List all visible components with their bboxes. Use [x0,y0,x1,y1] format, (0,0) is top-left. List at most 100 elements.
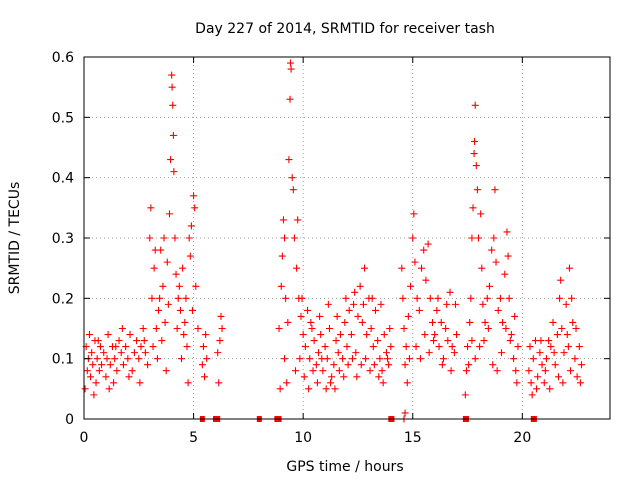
data-point [141,349,149,357]
data-point [194,325,202,332]
data-point [88,349,96,357]
data-point [283,379,291,387]
data-point [282,294,290,302]
data-point [155,306,163,314]
data-point [147,204,155,212]
data-point [286,59,294,67]
data-point [446,288,454,296]
data-point [374,337,382,345]
data-point [324,300,332,308]
data-point [285,156,293,164]
data-point [471,355,479,363]
data-point [85,331,93,339]
data-point [473,186,481,194]
data-point [506,337,514,345]
data-point [559,379,567,387]
data-point [421,331,429,339]
data-point [175,282,183,290]
data-point [284,318,292,326]
data-point [461,391,469,399]
data-point [510,355,518,363]
data-point [545,337,553,345]
data-point [156,294,164,302]
data-point [94,337,102,345]
data-point [340,373,348,381]
data-point [563,331,571,339]
data-point [489,361,497,369]
data-point [465,361,473,369]
data-point [309,367,317,375]
data-point [181,318,189,326]
data-point [104,331,112,339]
data-point [199,343,207,351]
data-point [387,343,395,351]
data-point [306,355,314,363]
data-point [287,65,295,73]
data-point [382,349,390,357]
data-point [305,385,313,393]
data-point [430,337,438,345]
data-point [375,373,383,381]
data-point [502,325,510,332]
data-point [81,385,89,393]
data-point [471,101,479,109]
data-point [158,337,166,345]
data-point [418,264,426,272]
data-point [528,391,536,399]
data-point [350,300,358,308]
data-point [576,379,584,387]
data-point [184,379,192,387]
data-point [534,373,542,381]
data-point [447,367,455,375]
data-point [354,312,362,320]
data-point [472,162,480,170]
data-point [215,379,223,387]
data-point [281,234,289,242]
data-point [167,156,175,164]
y-tick-label: 0.5 [52,110,74,126]
data-point [481,318,489,326]
data-point [298,294,306,302]
data-point [137,343,145,351]
tick-labels-layer: 0 0.1 0.2 0.3 0.4 0.5 0.6 0 5 10 15 20 [52,50,532,446]
data-point [378,367,386,375]
y-tick-label: 0.4 [52,171,74,187]
data-point [100,349,108,357]
data-point [453,331,461,339]
data-point [503,228,511,236]
data-point [347,331,355,339]
points-layer [81,59,586,423]
data-point [401,361,409,369]
data-point [87,373,95,381]
data-point [89,361,97,369]
data-point [146,234,154,242]
data-point [277,282,285,290]
data-point [537,337,545,345]
data-point [478,264,486,272]
data-point [380,331,388,339]
y-axis-label: SRMTID / TECUs [7,182,23,295]
data-point [525,367,533,375]
data-point [180,331,188,339]
data-point [488,246,496,254]
data-point [321,343,329,351]
data-point [216,337,224,345]
data-point [547,343,555,351]
data-point [501,270,509,278]
data-point [416,355,424,363]
data-point [133,337,141,345]
x-tick-label: 10 [294,430,312,446]
data-point [471,137,479,145]
data-point [480,337,488,345]
data-point [490,234,498,242]
data-point [464,343,472,351]
data-point [526,343,534,351]
data-point [499,318,507,326]
data-point [336,331,344,339]
data-point [568,294,576,302]
data-point [384,355,392,363]
data-point [572,325,580,332]
data-point [122,343,130,351]
data-point [477,210,485,218]
data-point [339,355,347,363]
